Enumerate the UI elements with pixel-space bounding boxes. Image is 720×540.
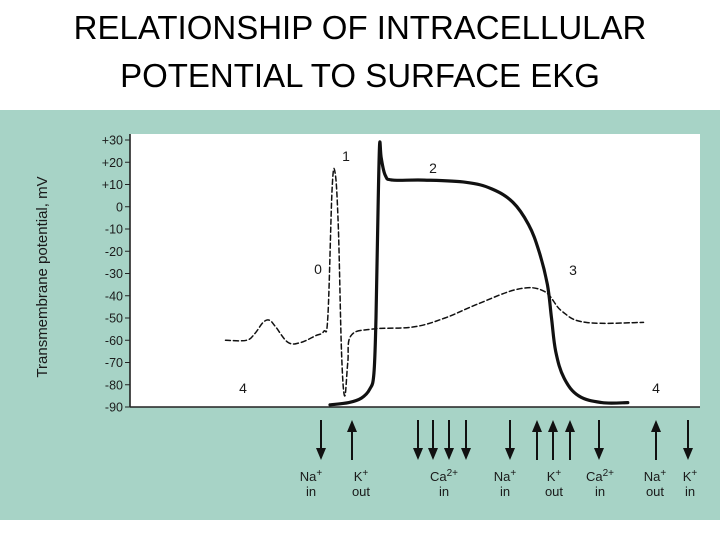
y-tick-label: -10	[105, 223, 123, 237]
phase-label: 3	[569, 262, 577, 278]
y-tick-label: -70	[105, 356, 123, 370]
surface-ekg-curve	[224, 167, 645, 397]
ion-labels: Na+inK+outCa2+inNa+inK+outCa2+inNa+outK+…	[300, 468, 698, 499]
ion-label: Na+out	[644, 468, 667, 499]
ion-arrow-in	[594, 420, 604, 460]
ion-label: Ca2+in	[430, 468, 458, 499]
ion-name: Na+	[300, 468, 323, 484]
ion-name: Na+	[494, 468, 517, 484]
ion-name: Ca2+	[586, 468, 614, 484]
ion-label: Na+in	[494, 468, 517, 499]
ion-arrow-out	[565, 420, 575, 460]
phase-label: 2	[429, 160, 437, 176]
phase-label: 4	[652, 380, 660, 396]
y-tick-label: -50	[105, 312, 123, 326]
title-line-2: POTENTIAL TO SURFACE EKG	[120, 57, 600, 94]
y-tick-label: -30	[105, 267, 123, 281]
y-tick-label: +20	[102, 156, 123, 170]
action-potential-curve	[328, 140, 630, 407]
ion-arrow-in	[683, 420, 693, 460]
action-potential-figure: Transmembrane potential, mV +30 +20 +10 0 -1…	[0, 110, 720, 520]
ion-arrow-in	[428, 420, 438, 460]
ion-flow: in	[500, 484, 510, 499]
slide-title: RELATIONSHIP OF INTRACELLULAR POTENTIAL …	[0, 4, 720, 100]
ion-label: Na+in	[300, 468, 323, 499]
ion-flow: out	[352, 484, 370, 499]
ion-arrow-in	[316, 420, 326, 460]
ion-name: Ca2+	[430, 468, 458, 484]
plot-background	[130, 134, 700, 407]
y-tick-label: 0	[116, 200, 123, 214]
ion-flow: in	[306, 484, 316, 499]
ion-label: K+in	[683, 468, 698, 499]
ion-name: K+	[683, 468, 698, 484]
ion-arrow-out	[651, 420, 661, 460]
ion-arrow-in	[505, 420, 515, 460]
y-tick-label: +10	[102, 178, 123, 192]
ion-flow: in	[685, 484, 695, 499]
ion-arrow-out	[548, 420, 558, 460]
ion-label: K+out	[545, 468, 563, 499]
ion-arrow-in	[444, 420, 454, 460]
y-tick-label: -40	[105, 289, 123, 303]
title-line-1: RELATIONSHIP OF INTRACELLULAR	[73, 9, 647, 46]
phase-label: 4	[239, 380, 247, 396]
y-tick-labels: +30 +20 +10 0 -10 -20 -30 -40 -50 -60 -70 -80 -90	[102, 134, 130, 415]
ion-flow: in	[595, 484, 605, 499]
ion-arrow-in	[413, 420, 423, 460]
ion-label: Ca2+in	[586, 468, 614, 499]
action-potential-diagram: Transmembrane potential, mV +30 +20 +10 0 -1…	[0, 110, 720, 520]
y-tick-label: +30	[102, 134, 123, 148]
y-tick-label: -80	[105, 378, 123, 392]
plot-area	[129, 134, 700, 408]
ion-flow: out	[646, 484, 664, 499]
ion-arrow-out	[347, 420, 357, 460]
ion-label: K+out	[352, 468, 370, 499]
ion-arrow-in	[461, 420, 471, 460]
phase-label: 0	[314, 261, 322, 277]
ion-arrows	[316, 420, 693, 460]
ion-flow: out	[545, 484, 563, 499]
ion-arrow-out	[532, 420, 542, 460]
phase-label: 1	[342, 148, 350, 164]
ion-flow: in	[439, 484, 449, 499]
y-tick-label: -20	[105, 245, 123, 259]
ion-name: K+	[547, 468, 562, 484]
y-tick-label: -90	[105, 401, 123, 415]
ion-name: Na+	[644, 468, 667, 484]
ion-name: K+	[354, 468, 369, 484]
y-tick-label: -60	[105, 334, 123, 348]
y-axis-title: Transmembrane potential, mV	[34, 176, 51, 377]
phase-labels: 0 1 2 3 4 4	[239, 148, 660, 396]
